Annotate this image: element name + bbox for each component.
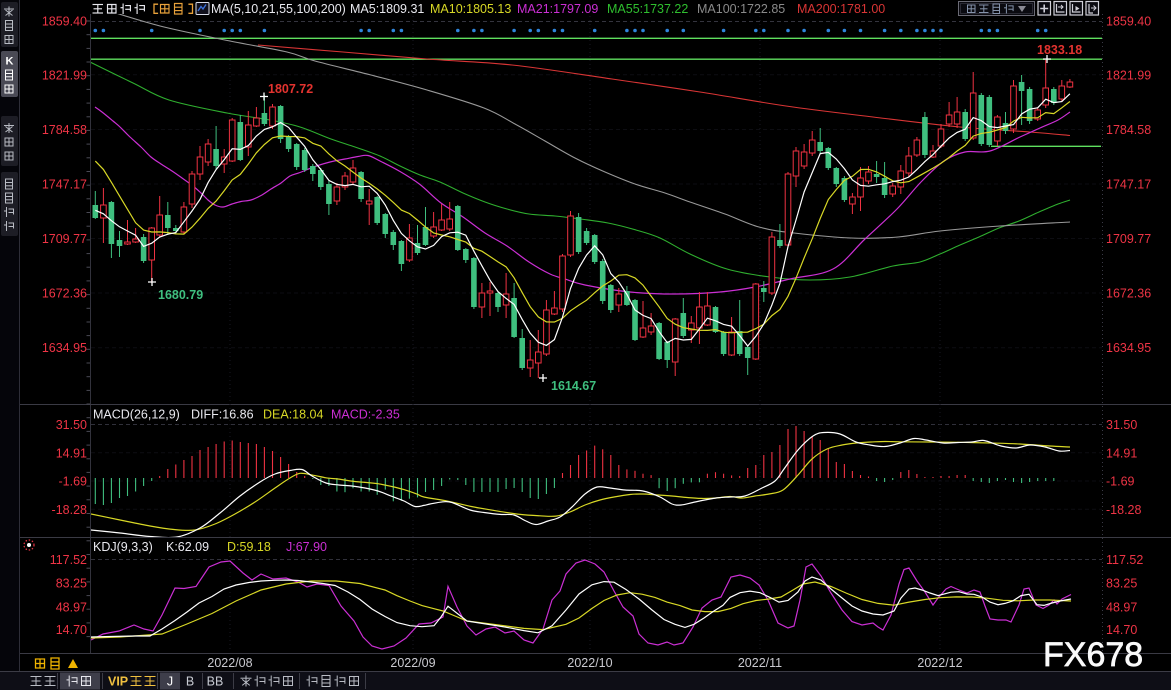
svg-text:1709.77: 1709.77 [42, 232, 87, 246]
svg-text:31.50: 31.50 [1106, 418, 1137, 432]
svg-text:83.25: 83.25 [1106, 577, 1137, 591]
svg-text:1859.40: 1859.40 [1106, 15, 1151, 29]
svg-text:2022/09: 2022/09 [390, 656, 435, 670]
svg-text:FX678: FX678 [1043, 636, 1143, 674]
svg-text:DIFF:16.86: DIFF:16.86 [191, 408, 254, 422]
svg-text:1634.95: 1634.95 [42, 341, 87, 355]
svg-text:117.52: 117.52 [1106, 553, 1143, 567]
svg-text:MA21:1797.09: MA21:1797.09 [517, 2, 598, 16]
svg-text:K:62.09: K:62.09 [166, 540, 209, 554]
svg-text:MA(5,10,21,55,100,200): MA(5,10,21,55,100,200) [211, 2, 346, 16]
svg-text:1747.17: 1747.17 [1106, 178, 1151, 192]
svg-text:2022/11: 2022/11 [738, 656, 782, 670]
svg-text:1859.40: 1859.40 [42, 15, 87, 29]
svg-text:DEA:18.04: DEA:18.04 [263, 408, 324, 422]
svg-text:14.70: 14.70 [1106, 623, 1137, 637]
svg-text:D:59.18: D:59.18 [227, 540, 271, 554]
svg-text:-1.69: -1.69 [1106, 475, 1135, 489]
svg-text:83.25: 83.25 [56, 577, 87, 591]
svg-text:MA200:1781.00: MA200:1781.00 [797, 2, 885, 16]
svg-text:1614.67: 1614.67 [551, 379, 596, 393]
svg-text:1680.79: 1680.79 [158, 288, 203, 302]
svg-text:MA5:1809.31: MA5:1809.31 [350, 2, 424, 16]
svg-text:BB: BB [207, 675, 224, 689]
svg-text:MA100:1722.85: MA100:1722.85 [697, 2, 785, 16]
svg-text:-1.69: -1.69 [59, 475, 88, 489]
svg-text:-18.28: -18.28 [52, 503, 87, 517]
svg-text:1821.99: 1821.99 [42, 68, 87, 82]
svg-text:14.91: 14.91 [56, 446, 87, 460]
svg-text:48.97: 48.97 [1106, 601, 1137, 615]
svg-text:1784.58: 1784.58 [42, 123, 87, 137]
svg-text:1747.17: 1747.17 [42, 178, 87, 192]
svg-text:1821.99: 1821.99 [1106, 68, 1151, 82]
svg-text:31.50: 31.50 [56, 418, 87, 432]
svg-text:J:67.90: J:67.90 [286, 540, 327, 554]
svg-text:1784.58: 1784.58 [1106, 123, 1151, 137]
svg-text:MA10:1805.13: MA10:1805.13 [430, 2, 511, 16]
svg-text:MACD:-2.35: MACD:-2.35 [331, 408, 400, 422]
svg-text:1672.36: 1672.36 [42, 287, 87, 301]
svg-text:1634.95: 1634.95 [1106, 341, 1151, 355]
svg-text:117.52: 117.52 [50, 553, 87, 567]
svg-text:48.97: 48.97 [56, 601, 87, 615]
svg-text:J: J [167, 675, 173, 689]
svg-text:2022/08: 2022/08 [207, 656, 252, 670]
svg-text:K: K [6, 56, 14, 68]
svg-text:VIP: VIP [108, 675, 128, 689]
svg-text:-18.28: -18.28 [1106, 503, 1141, 517]
svg-text:1672.36: 1672.36 [1106, 287, 1151, 301]
svg-text:14.70: 14.70 [56, 623, 87, 637]
svg-text:2022/10: 2022/10 [567, 656, 612, 670]
svg-text:2022/12: 2022/12 [917, 656, 962, 670]
svg-text:1833.18: 1833.18 [1037, 43, 1082, 57]
svg-text:MACD(26,12,9): MACD(26,12,9) [93, 408, 180, 422]
svg-text:14.91: 14.91 [1106, 446, 1137, 460]
svg-text:KDJ(9,3,3): KDJ(9,3,3) [93, 540, 153, 554]
svg-text:B: B [186, 675, 194, 689]
svg-text:1807.72: 1807.72 [268, 82, 313, 96]
svg-text:MA55:1737.22: MA55:1737.22 [607, 2, 688, 16]
svg-text:1709.77: 1709.77 [1106, 232, 1151, 246]
